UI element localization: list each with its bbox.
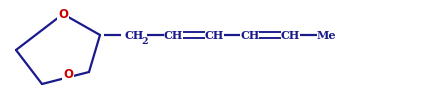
- Text: O: O: [63, 68, 73, 81]
- Text: Me: Me: [316, 30, 335, 41]
- Text: CH: CH: [124, 30, 143, 41]
- Text: 2: 2: [142, 37, 148, 46]
- Text: CH: CH: [240, 30, 259, 41]
- Text: CH: CH: [281, 30, 300, 41]
- Text: CH: CH: [205, 30, 224, 41]
- Text: CH: CH: [164, 30, 183, 41]
- Text: O: O: [58, 7, 68, 20]
